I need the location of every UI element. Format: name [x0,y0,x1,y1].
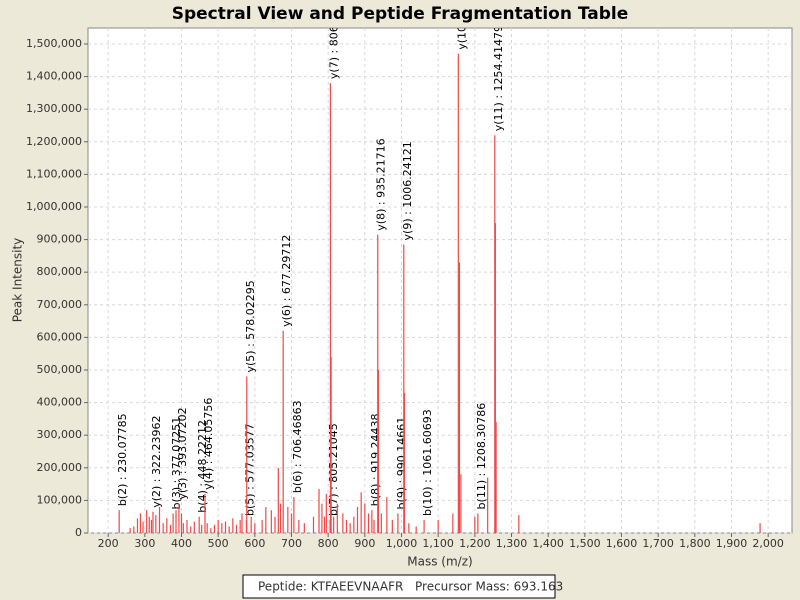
x-tick-label: 300 [134,537,155,550]
peak-label: b(7) : 805.21045 [327,423,340,516]
y-tick-label: 100,000 [37,493,83,506]
x-tick-label: 200 [98,537,119,550]
peak-label: y(10) [455,21,468,50]
y-tick-label: 1,200,000 [26,135,82,148]
y-tick-label: 1,000,000 [26,200,82,213]
footer-precursor: Precursor Mass: 693.163 [415,580,563,594]
x-axis-label: Mass (m/z) [407,555,472,569]
x-tick-label: 700 [281,537,302,550]
peak-label: b(6) : 706.46863 [291,400,304,493]
ticks: 0 100,000 200,000 300,000 400,000 500,000 600,… [26,37,784,550]
peak-label: y(3) : 393.07202 [176,407,189,499]
footer-peptide: Peptide: KTFAEEVNAAFR [258,580,403,594]
y-tick-label: 800,000 [37,265,83,278]
x-tick-label: 600 [244,537,265,550]
chart-title: Spectral View and Peptide Fragmentation … [172,4,629,24]
peak-label: b(4) : 448.22212 [196,420,209,513]
x-tick-label: 1,200 [459,537,491,550]
x-tick-label: 1,500 [569,537,601,550]
y-tick-label: 500,000 [37,363,83,376]
y-tick-label: 1,500,000 [26,37,82,50]
y-tick-label: 900,000 [37,233,83,246]
peak-label: b(9) : 990.14661 [395,417,408,510]
peak-label: b(8) : 919.24438 [369,413,382,506]
y-tick-label: 300,000 [37,428,83,441]
peak-label: b(2) : 230.07785 [116,413,129,506]
x-tick-label: 400 [171,537,192,550]
y-tick-label: 1,100,000 [26,167,82,180]
peak-label: b(3) : 377.07251 [170,417,183,510]
peak-label: y(4) : 464.05756 [202,398,215,490]
x-tick-label: 1,900 [716,537,748,550]
x-tick-label: 1,300 [496,537,528,550]
peak-label: b(11) : 1208.30786 [475,403,488,510]
plot-area [87,27,793,534]
x-tick-label: 1,700 [642,537,674,550]
x-tick-label: 1,400 [532,537,564,550]
x-tick-label: 800 [318,537,339,550]
y-tick-label: 0 [75,526,82,539]
peak-label: y(9) : 1006.24121 [401,141,414,240]
y-tick-label: 1,400,000 [26,70,82,83]
y-tick-label: 400,000 [37,396,83,409]
peak-label: y(5) : 578.02295 [244,280,257,372]
x-tick-label: 500 [208,537,229,550]
x-tick-label: 1,100 [422,537,454,550]
y-tick-label: 600,000 [37,330,83,343]
peak-label: y(7) : 806.2 [327,15,340,79]
footer-box [242,574,556,599]
x-tick-label: 900 [354,537,375,550]
x-tick-label: 1,000 [386,537,418,550]
y-tick-label: 700,000 [37,298,83,311]
grid [88,28,792,534]
x-tick-label: 1,600 [606,537,638,550]
y-tick-label: 1,300,000 [26,102,82,115]
x-tick-label: 1,800 [679,537,711,550]
peak-label: y(11) : 1254.41479 [492,25,505,131]
y-tick-label: 200,000 [37,461,83,474]
peaks: b(2) : 230.07785 y(2) : 322.23962 b(3) : 3… [116,15,761,533]
peak-label: b(10) : 1061.60693 [421,409,434,516]
x-tick-label: 2,000 [752,537,784,550]
peak-label: y(2) : 322.23962 [150,416,163,508]
peak-label: b(5) : 577.03577 [243,423,256,516]
peak-label: y(8) : 935.21716 [375,138,388,230]
y-axis-label: Peak Intensity [11,238,25,323]
peak-label: y(6) : 677.29712 [280,235,293,327]
